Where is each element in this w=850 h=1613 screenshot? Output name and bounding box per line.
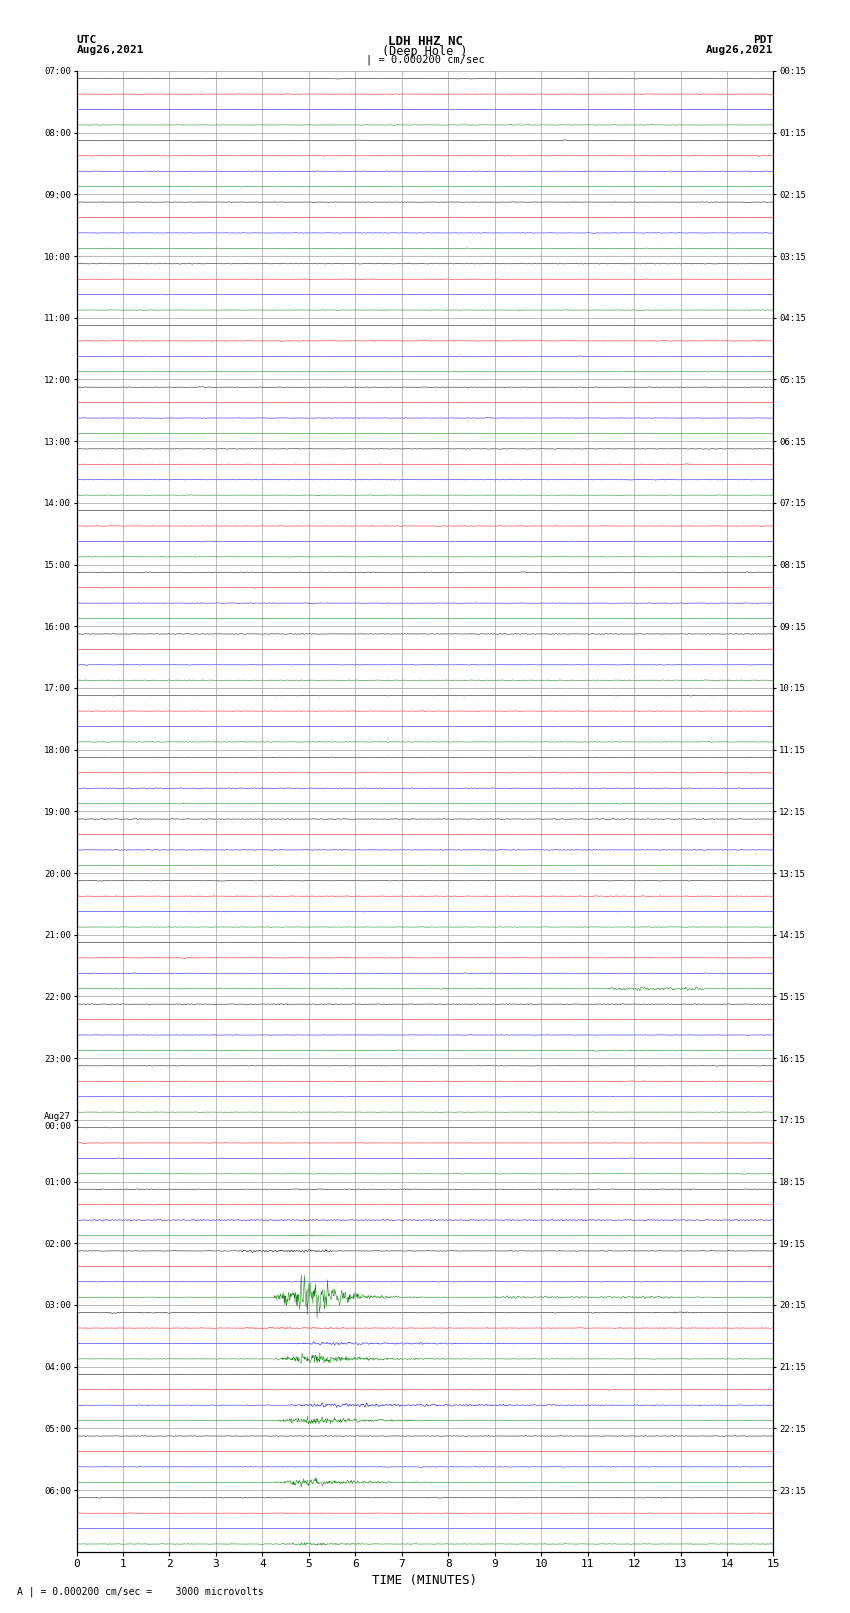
Text: Aug26,2021: Aug26,2021 — [706, 45, 774, 55]
Text: A | = 0.000200 cm/sec =    3000 microvolts: A | = 0.000200 cm/sec = 3000 microvolts — [17, 1586, 264, 1597]
Text: Aug26,2021: Aug26,2021 — [76, 45, 144, 55]
Text: (Deep Hole ): (Deep Hole ) — [382, 45, 468, 58]
X-axis label: TIME (MINUTES): TIME (MINUTES) — [372, 1574, 478, 1587]
Text: PDT: PDT — [753, 35, 774, 45]
Text: | = 0.000200 cm/sec: | = 0.000200 cm/sec — [366, 55, 484, 66]
Text: UTC: UTC — [76, 35, 97, 45]
Text: LDH HHZ NC: LDH HHZ NC — [388, 35, 462, 48]
